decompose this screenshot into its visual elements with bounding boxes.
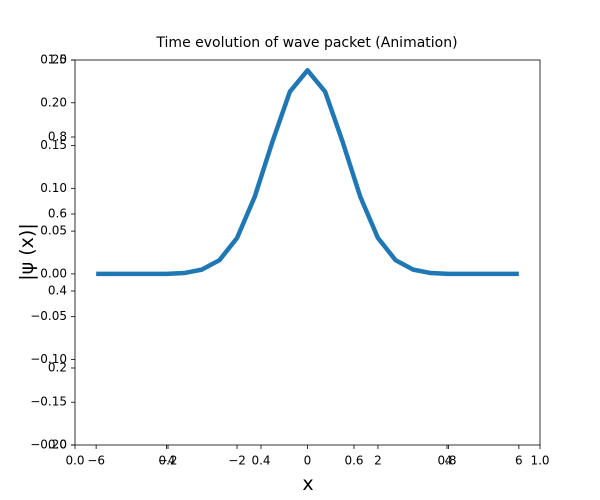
plot-area [75, 60, 540, 445]
y-tick-label: 0.2 [48, 361, 67, 375]
x-tick-label: 6 [515, 454, 523, 468]
y-tick-label: 0.8 [48, 130, 67, 144]
x-tick-label: 0.8 [437, 454, 456, 468]
x-tick-label: 0.4 [251, 454, 270, 468]
x-tick-label: 0 [304, 454, 312, 468]
y-tick-label: 1.0 [48, 53, 67, 67]
y-tick-label: 0.00 [40, 266, 67, 280]
y-tick-label: 0.0 [48, 438, 67, 452]
y-tick-label: 0.15 [40, 138, 67, 152]
line-series [96, 68, 519, 277]
x-tick-label: 0.2 [158, 454, 177, 468]
x-tick-label: 1.0 [530, 454, 549, 468]
chart-title: Time evolution of wave packet (Animation… [155, 35, 457, 51]
y-tick-label: −0.15 [30, 395, 67, 409]
x-tick-label: 2 [374, 454, 382, 468]
x-tick-label: −2 [228, 454, 246, 468]
y-tick-label: −0.10 [30, 352, 67, 366]
y-tick-label: −0.20 [30, 438, 67, 452]
y-tick-label: 0.10 [40, 181, 67, 195]
x-axis-label: x [302, 473, 313, 495]
y-tick-label: 0.20 [40, 95, 67, 109]
x-tick-label: 0.0 [65, 454, 84, 468]
y-tick-label: 0.25 [40, 53, 67, 67]
axes-frame [74, 59, 541, 446]
x-tick-label: 0.6 [344, 454, 363, 468]
x-tick-label: −6 [87, 454, 105, 468]
y-axis-label: |ψ (x)| [16, 223, 38, 280]
y-tick-label: 0.05 [40, 224, 67, 238]
y-tick-label: −0.05 [30, 309, 67, 323]
y-tick-label: 0.6 [48, 207, 67, 221]
y-tick-label: 0.4 [48, 284, 67, 298]
x-tick-label: −4 [158, 454, 176, 468]
x-tick-label: 4 [445, 454, 453, 468]
